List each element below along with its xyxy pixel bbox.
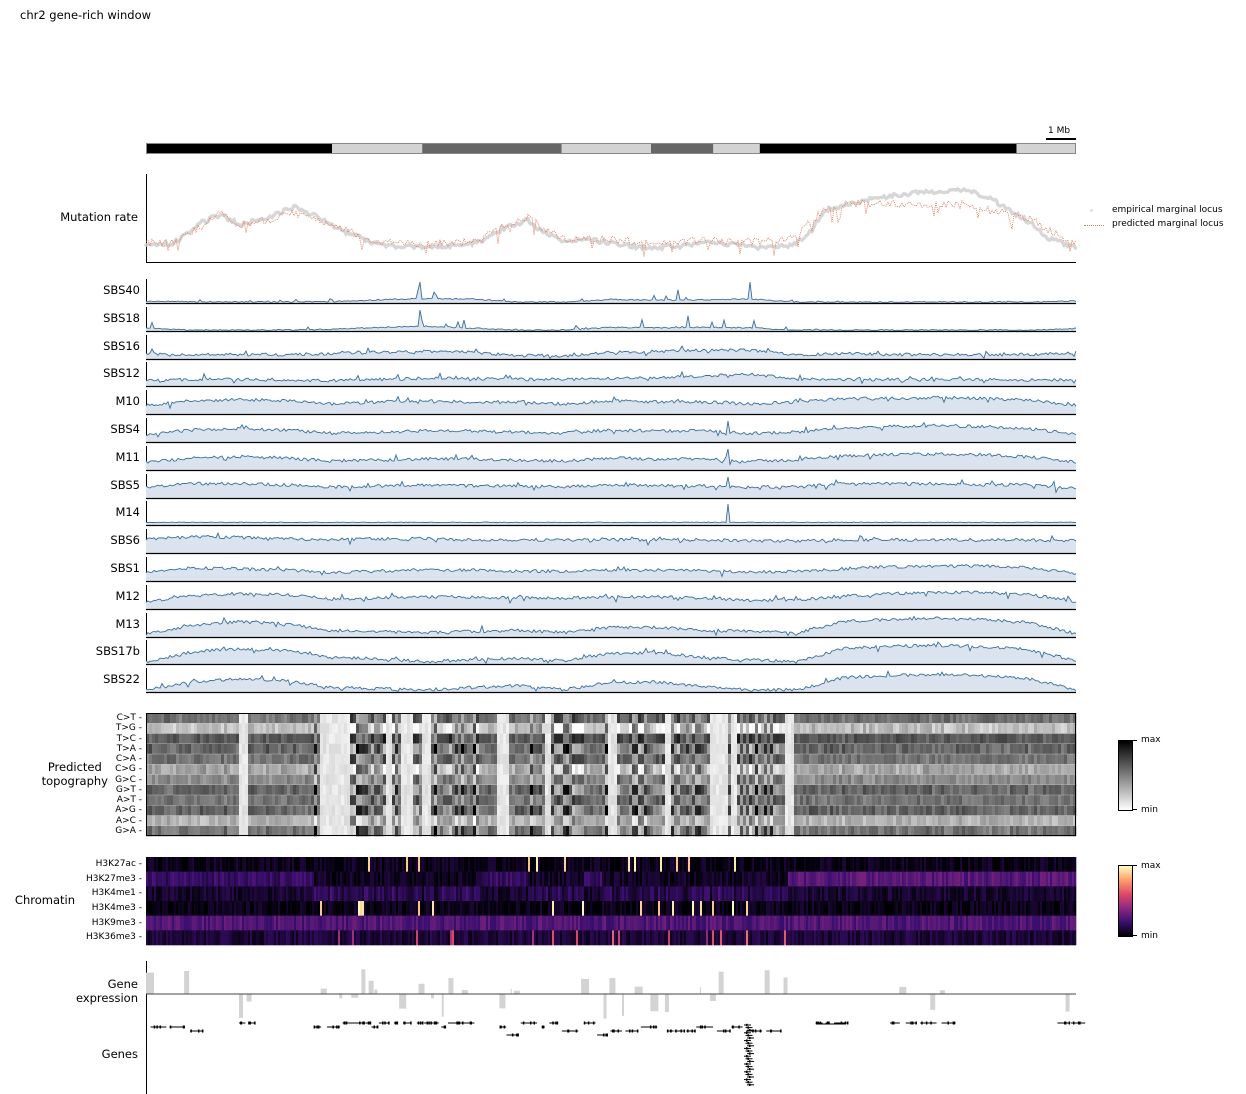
colorbar-tick bbox=[1132, 865, 1137, 866]
mutation-rate-plot bbox=[144, 174, 1078, 263]
topography-row-label: G>A - bbox=[115, 825, 142, 836]
topography-row-label: T>A - bbox=[116, 743, 142, 754]
ideogram-band bbox=[713, 143, 760, 154]
chromatin-label: Chromatin bbox=[14, 893, 75, 907]
chromatin-row-label: H3K36me3 - bbox=[86, 932, 142, 943]
topography-row-label: G>C - bbox=[115, 774, 142, 785]
gene-expression-label-line2: expression bbox=[75, 991, 138, 1005]
signature-track-sbs18 bbox=[145, 306, 1077, 332]
signature-label: SBS17b bbox=[95, 644, 140, 659]
gene-expression-label-line1: Gene bbox=[107, 977, 138, 991]
chromatin-heatmap bbox=[146, 857, 1077, 946]
signature-track-sbs5 bbox=[145, 473, 1077, 499]
signature-label: SBS1 bbox=[110, 561, 140, 575]
signature-label: M10 bbox=[115, 394, 140, 409]
colorbar-tick bbox=[1132, 740, 1137, 741]
signature-track-sbs6 bbox=[145, 529, 1077, 555]
topography-colorbar-min: min bbox=[1141, 805, 1158, 815]
signature-track-sbs16 bbox=[145, 334, 1077, 360]
signature-track-m12 bbox=[145, 584, 1077, 610]
ideogram-band bbox=[422, 143, 562, 154]
scalebar-line bbox=[1046, 138, 1076, 140]
figure-title: chr2 gene-rich window bbox=[20, 8, 152, 22]
genes-track bbox=[146, 1021, 1086, 1094]
chromatin-row-label: H3K4me3 - bbox=[91, 903, 142, 913]
topography-row-label: G>T - bbox=[115, 784, 142, 795]
signature-label: SBS18 bbox=[103, 310, 140, 325]
topography-row-label: C>A - bbox=[115, 754, 142, 764]
topography-row-label: A>G - bbox=[115, 805, 142, 816]
signature-label: M13 bbox=[115, 616, 140, 631]
predicted-series bbox=[145, 199, 1077, 258]
topography-colorbar bbox=[1118, 740, 1133, 811]
signature-label: M12 bbox=[115, 588, 140, 603]
empirical-series bbox=[144, 185, 1078, 253]
signature-track-sbs40 bbox=[145, 279, 1077, 305]
signature-track-m10 bbox=[145, 390, 1077, 416]
gene-expression-plot bbox=[146, 961, 1076, 1021]
legend-line-icon bbox=[1084, 225, 1104, 226]
signature-label: SBS22 bbox=[103, 672, 140, 687]
signature-label: SBS40 bbox=[103, 283, 140, 297]
topography-row-label: A>C - bbox=[115, 815, 142, 826]
legend-dot-icon bbox=[1090, 209, 1093, 212]
chromatin-row-label: H3K27ac - bbox=[95, 859, 142, 869]
gene-expression-label: Gene expression bbox=[76, 977, 138, 1005]
ideogram-band bbox=[1016, 143, 1076, 154]
topography-label: Predicted topography bbox=[42, 760, 108, 788]
topography-colorbar-max: max bbox=[1141, 735, 1161, 745]
signature-track-sbs12 bbox=[145, 362, 1077, 388]
topography-row-label: C>T - bbox=[116, 713, 142, 723]
signature-label: SBS12 bbox=[103, 366, 140, 381]
mutation-rate-label: Mutation rate bbox=[60, 210, 138, 224]
signature-track-sbs1 bbox=[145, 557, 1077, 583]
colorbar-tick bbox=[1132, 809, 1137, 810]
genes-label: Genes bbox=[101, 1047, 138, 1061]
topography-label-line2: topography bbox=[41, 774, 108, 788]
signature-track-sbs4 bbox=[145, 418, 1077, 444]
ideogram-band bbox=[561, 143, 651, 154]
chromatin-row-label: H3K27me3 - bbox=[86, 873, 142, 884]
chromatin-row-label: H3K4me1 - bbox=[91, 888, 142, 899]
signature-track-m11 bbox=[145, 445, 1077, 471]
ideogram-band bbox=[650, 143, 714, 154]
ideogram-band bbox=[332, 143, 423, 154]
legend-label-predicted: predicted marginal locus bbox=[1112, 219, 1224, 229]
signature-track-sbs22 bbox=[145, 668, 1077, 694]
topography-row-label: A>T - bbox=[116, 795, 142, 805]
signature-track-sbs17b bbox=[145, 640, 1077, 666]
chromatin-colorbar-max: max bbox=[1141, 861, 1161, 871]
chromatin-colorbar bbox=[1118, 865, 1133, 937]
colorbar-tick bbox=[1132, 935, 1137, 936]
legend-label-empirical: empirical marginal locus bbox=[1112, 205, 1223, 215]
signature-label: SBS6 bbox=[110, 533, 140, 548]
chromosome-ideogram bbox=[146, 143, 1076, 154]
scalebar-label: 1 Mb bbox=[1048, 126, 1071, 136]
topography-row-label: T>G - bbox=[115, 723, 142, 734]
ideogram-band bbox=[759, 143, 1017, 154]
ideogram-band bbox=[146, 143, 332, 154]
signature-label: SBS4 bbox=[110, 422, 140, 436]
signature-track-m13 bbox=[145, 612, 1077, 638]
signature-label: SBS16 bbox=[103, 338, 140, 353]
chromatin-row-label: H3K9me3 - bbox=[91, 917, 142, 928]
topography-row-label: C>G - bbox=[115, 764, 142, 775]
topography-heatmap bbox=[146, 713, 1077, 837]
topography-label-line1: Predicted bbox=[47, 760, 102, 774]
signature-label: SBS5 bbox=[110, 477, 140, 492]
signature-label: M11 bbox=[115, 449, 140, 464]
signature-label: M14 bbox=[115, 505, 140, 520]
topography-row-label: T>C - bbox=[116, 733, 142, 744]
signature-track-m14 bbox=[145, 501, 1076, 527]
chromatin-colorbar-min: min bbox=[1141, 931, 1158, 941]
